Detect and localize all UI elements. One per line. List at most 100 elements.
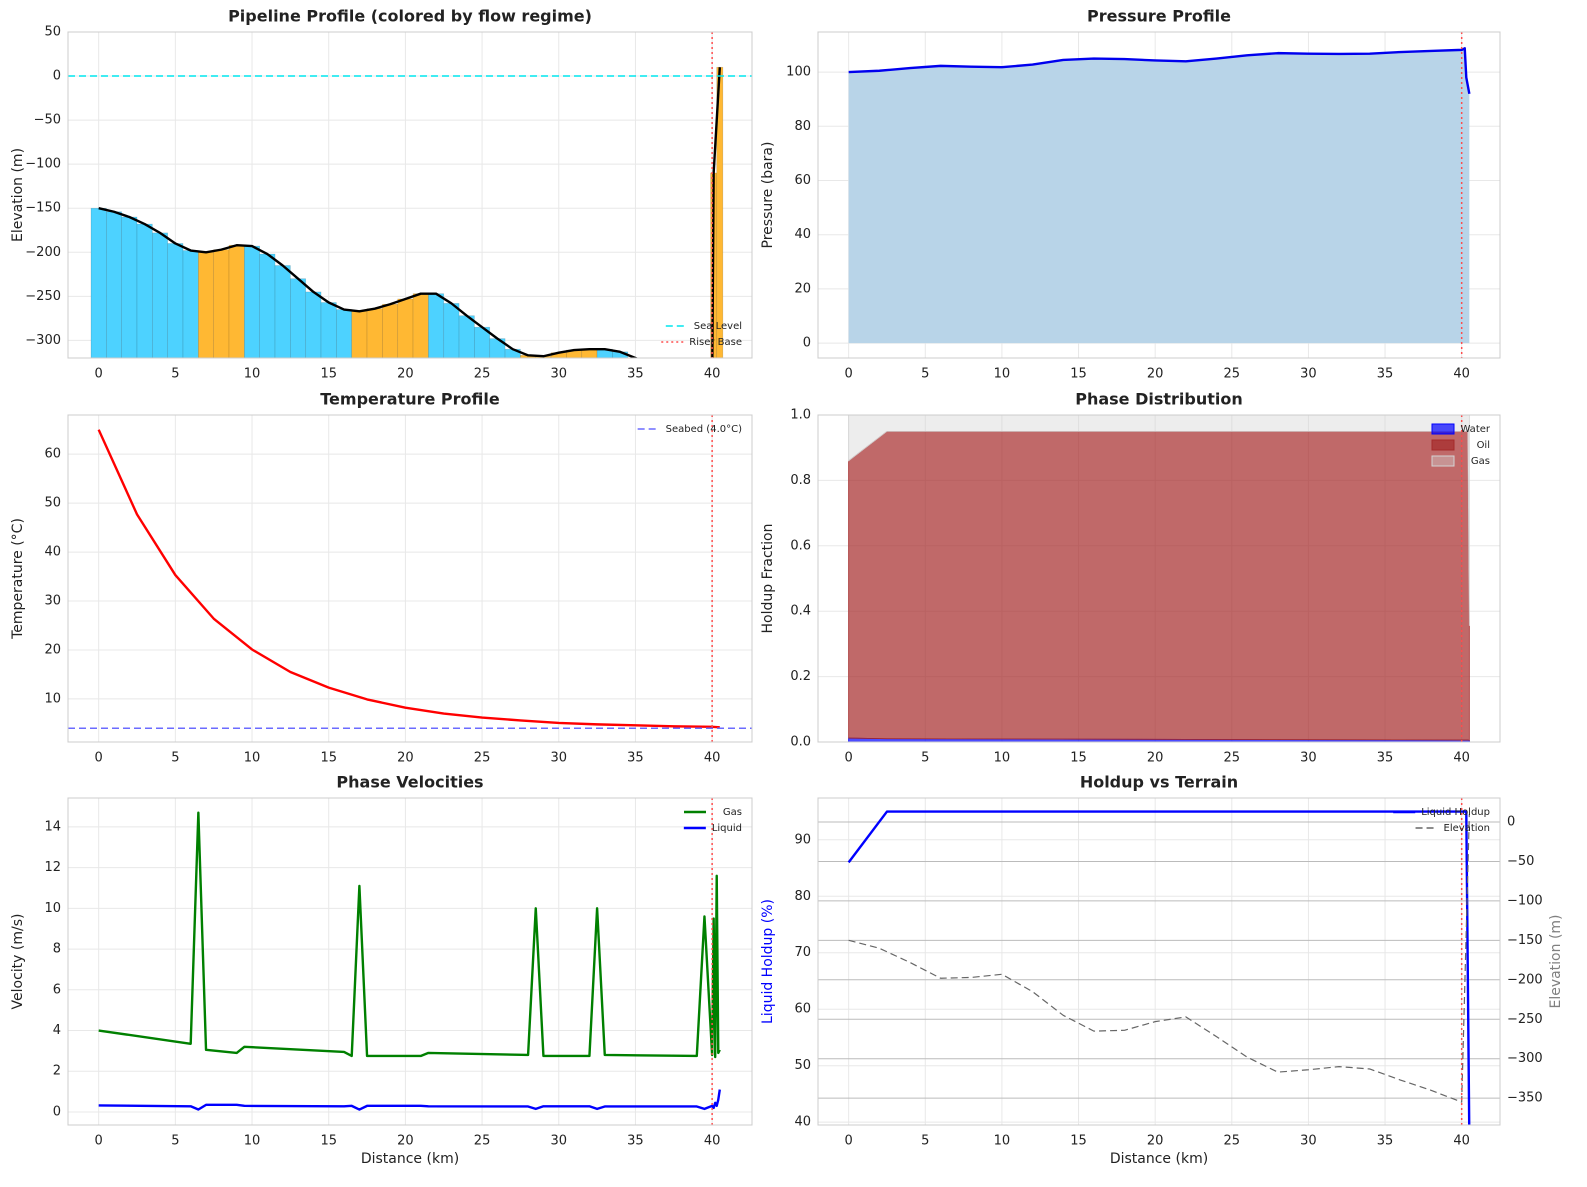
y-tick-label: 8	[53, 942, 61, 957]
y2-tick-label: 0	[1507, 814, 1515, 829]
plot-content	[847, 798, 1471, 1125]
y-tick-label: 14	[44, 819, 61, 834]
bar	[351, 311, 368, 358]
legend-label: Gas	[1471, 456, 1490, 467]
y-tick-label: 1.0	[790, 408, 811, 423]
y-axis-label: Temperature (°C)	[10, 518, 26, 640]
x-tick-label: 35	[627, 1134, 644, 1149]
plot-frame	[67, 797, 753, 1126]
y2-tick-label: −350	[1507, 1091, 1543, 1106]
y-tick-label: 50	[44, 25, 61, 40]
x-tick-label: 5	[171, 751, 179, 766]
bar	[228, 244, 245, 358]
y-tick-label: 10	[44, 691, 61, 706]
x-tick-label: 30	[550, 751, 567, 766]
bar	[182, 250, 199, 358]
x-tick-label: 20	[1147, 751, 1164, 766]
y-axis-label: Liquid Holdup (%)	[760, 899, 776, 1024]
series-line	[847, 810, 1471, 1125]
x-tick-label: 35	[627, 751, 644, 766]
plot-content	[68, 32, 752, 358]
legend-label: Oil	[1477, 440, 1490, 451]
plot-content	[98, 798, 721, 1125]
x-tick-label: 25	[474, 367, 491, 382]
legend-swatch	[1431, 423, 1455, 435]
bar	[90, 207, 107, 358]
x-tick-label: 25	[1224, 1134, 1241, 1149]
x-tick-label: 20	[397, 751, 414, 766]
legend-swatch	[1431, 439, 1455, 451]
y2-tick-label: −100	[1507, 893, 1543, 908]
legend-label: Riser Base	[689, 337, 742, 348]
area-fill	[848, 48, 1470, 344]
y2-tick-label: −300	[1507, 1051, 1543, 1066]
x-tick-label: 30	[1300, 751, 1317, 766]
y-tick-label: 40	[794, 227, 811, 242]
y-tick-label: 30	[44, 594, 61, 609]
x-tick-label: 15	[320, 367, 337, 382]
legend-label: Elevation	[1444, 823, 1490, 834]
y-tick-label: −50	[34, 113, 61, 128]
x-tick-label: 25	[1224, 367, 1241, 382]
x-tick-label: 10	[244, 367, 261, 382]
y-axis-label: Holdup Fraction	[760, 524, 776, 634]
y-tick-label: 60	[794, 173, 811, 188]
x-tick-label: 10	[244, 1134, 261, 1149]
y2-tick-label: −200	[1507, 972, 1543, 987]
x-tick-label: 35	[1377, 367, 1394, 382]
x-tick-label: 0	[845, 367, 853, 382]
bar	[213, 249, 230, 358]
x-tick-label: 25	[1224, 751, 1241, 766]
panel: 0 5 10 15 20 25 30 35 40 −300 −250 −200 −150 −100 −50 0…	[10, 7, 753, 382]
y-tick-label: 40	[44, 545, 61, 560]
x-axis-label: Distance (km)	[1110, 1151, 1208, 1167]
y-tick-label: 100	[786, 65, 811, 80]
x-tick-label: 5	[921, 751, 929, 766]
y-tick-label: −150	[25, 201, 61, 216]
series-line	[97, 429, 720, 729]
x-tick-label: 40	[704, 1134, 721, 1149]
panel: 0 5 10 15 20 25 30 35 40 10 20 30 40 50 60 Seabed (4.0°…	[10, 390, 753, 766]
y-tick-label: 40	[794, 1115, 811, 1130]
plot-frame	[817, 797, 1501, 1126]
bar	[259, 253, 276, 358]
plot-area	[68, 415, 752, 742]
chart-title: Phase Velocities	[336, 773, 483, 792]
bar	[305, 291, 322, 358]
legend-swatch	[1431, 455, 1455, 467]
x-tick-label: 0	[845, 751, 853, 766]
panel: 0 5 10 15 20 25 30 35 40 0 2 4 6 8 10 12 14 Gas Liquid Phas…	[10, 773, 753, 1167]
x-tick-label: 10	[994, 751, 1011, 766]
y-tick-label: −100	[25, 157, 61, 172]
bar	[443, 303, 460, 358]
bar	[106, 211, 122, 358]
y2-tick-label: −50	[1507, 854, 1534, 869]
series-line	[98, 67, 721, 358]
y-tick-label: 10	[44, 901, 61, 916]
bar	[397, 298, 414, 358]
y-tick-label: 0	[53, 69, 61, 84]
y-tick-label: 0	[803, 336, 811, 351]
y-tick-label: −200	[25, 245, 61, 260]
plot-area	[818, 798, 1500, 1125]
bar	[366, 308, 383, 358]
y-tick-label: 0	[53, 1104, 61, 1119]
y-tick-label: 0.8	[790, 473, 811, 488]
legend-label: Liquid	[712, 823, 742, 834]
y-tick-label: 70	[794, 945, 811, 960]
y-tick-label: 60	[794, 1002, 811, 1017]
bar	[244, 245, 261, 358]
plot-frame	[67, 31, 753, 359]
legend-label: Seabed (4.0°C)	[666, 424, 742, 435]
y-tick-label: 4	[53, 1023, 61, 1038]
plot-frame	[817, 31, 1501, 359]
bar	[290, 278, 307, 358]
y2-tick-label: −150	[1507, 933, 1543, 948]
y-tick-label: 90	[794, 832, 811, 847]
series-line	[98, 1089, 721, 1111]
x-tick-label: 20	[1147, 1134, 1164, 1149]
panel: 0 5 10 15 20 25 30 35 40 40 50 60 70 80 90 −350 −300 −250…	[760, 773, 1564, 1168]
chart-title: Phase Distribution	[1075, 390, 1243, 409]
